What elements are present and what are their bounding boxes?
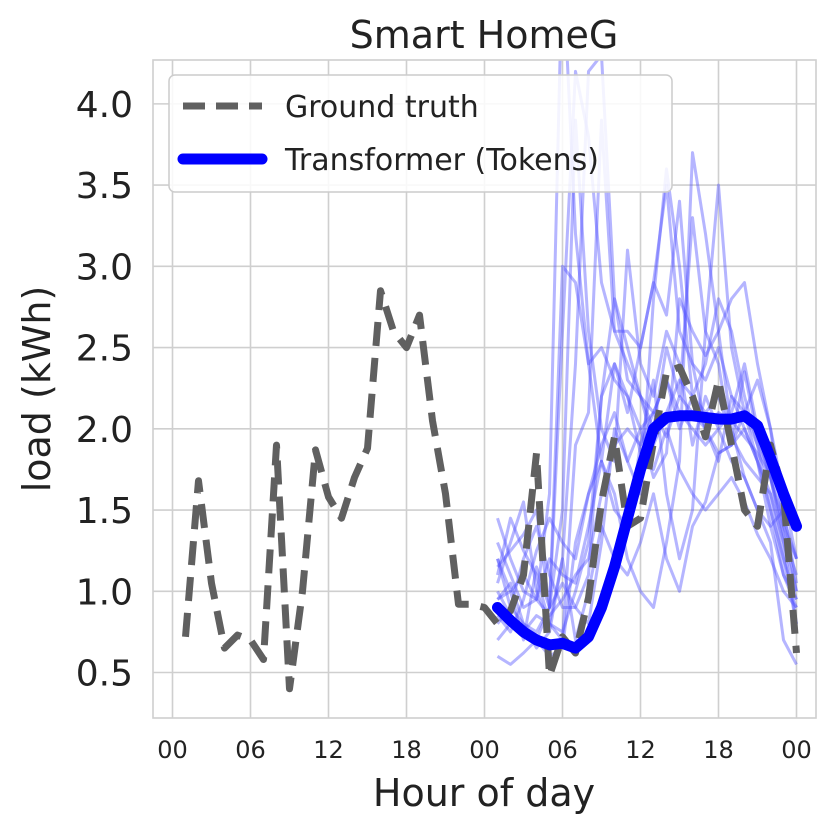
- sample-line-6: [496, 151, 798, 666]
- series-lines: [182, 287, 802, 693]
- y-tick-label: 3.5: [76, 166, 133, 207]
- x-tick-label: 18: [703, 736, 734, 764]
- x-tick-label: 00: [469, 736, 500, 764]
- legend-box: [168, 74, 673, 193]
- x-tick-label: 12: [625, 736, 656, 764]
- y-axis-label: load (kWh): [15, 286, 59, 493]
- sample-line-10: [496, 370, 798, 650]
- x-tick-label: 00: [157, 736, 188, 764]
- ground-truth-line: [182, 287, 800, 693]
- chart-title: Smart HomeG: [350, 13, 619, 57]
- x-tick-label: 06: [547, 736, 578, 764]
- y-tick-label: 1.5: [76, 491, 133, 532]
- y-tick-label: 3.0: [76, 247, 133, 288]
- legend-ground-truth-label: Ground truth: [285, 90, 479, 125]
- y-tick-label: 2.0: [76, 410, 133, 451]
- y-tick-label: 2.5: [76, 329, 133, 370]
- y-tick-label: 1.0: [76, 572, 133, 613]
- sample-line-7: [496, 297, 798, 625]
- legend-transformer-label: Transformer (Tokens): [284, 143, 599, 178]
- plot-frame: [152, 59, 817, 719]
- transformer-line: [492, 410, 802, 654]
- y-tick-labels: 0.5 1.0 1.5 2.0 2.5 3.0 3.5 4.0: [76, 85, 133, 695]
- y-tick-label: 0.5: [76, 654, 133, 695]
- sample-line-4: [496, 167, 798, 642]
- x-axis-label: Hour of day: [373, 771, 595, 815]
- x-tick-label: 06: [235, 736, 266, 764]
- y-tick-label: 4.0: [76, 85, 133, 126]
- x-tick-label: 18: [391, 736, 422, 764]
- x-tick-labels: 00 06 12 18 00 06 12 18 00: [157, 736, 812, 764]
- legend: Ground truth Transformer (Tokens): [168, 74, 673, 193]
- x-tick-label: 12: [313, 736, 344, 764]
- x-tick-label: 00: [781, 736, 812, 764]
